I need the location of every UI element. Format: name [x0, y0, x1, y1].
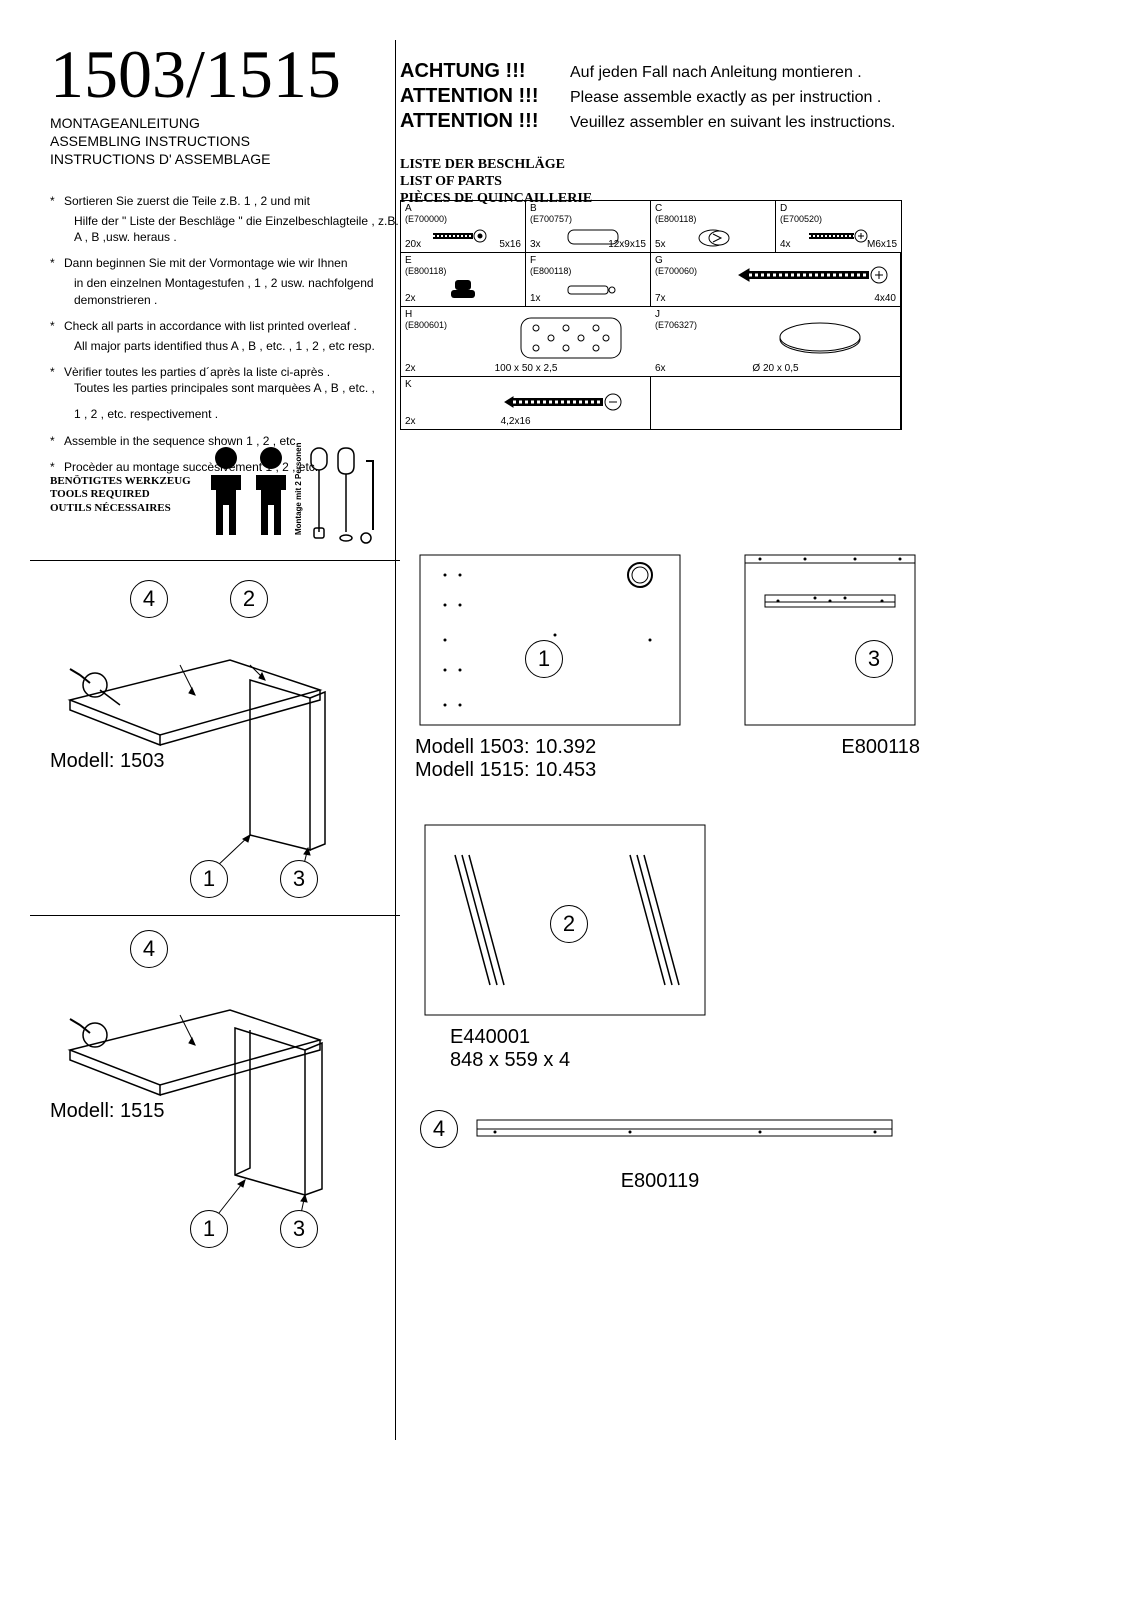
circled-1-a: 1 [190, 860, 228, 898]
screw-icon [428, 226, 498, 246]
instr-0: Sortieren Sie zuerst die Teile z.B. 1 , … [64, 193, 310, 209]
circled-1-b: 1 [190, 1210, 228, 1248]
panel-4: 4 E800119 [420, 1110, 900, 1193]
long-screw-icon [734, 263, 894, 287]
part-e: E (E800118) 2x [401, 253, 526, 307]
circled-4-b: 4 [130, 930, 168, 968]
circled-2: 2 [230, 580, 268, 618]
subtitle-de: MONTAGEANLEITUNG [50, 115, 200, 131]
model-1515-label: Modell: 1515 [50, 1100, 165, 1123]
circled-4-c: 4 [420, 1110, 458, 1148]
instr-0-sub: Hilfe der " Liste der Beschläge " die Ei… [74, 213, 400, 245]
part-g: G (E700060) 7x 4x40 [651, 253, 901, 307]
instr-1-sub: in den einzelnen Montagestufen , 1 , 2 u… [74, 275, 400, 307]
part-h: H (E800601) 2x 100 x 50 x 2,5 [401, 307, 651, 377]
instruction-list: *Sortieren Sie zuerst die Teile z.B. 1 ,… [50, 193, 400, 475]
circled-3-b: 3 [280, 1210, 318, 1248]
screw-k-icon [500, 389, 630, 415]
subtitle-en: ASSEMBLING INSTRUCTIONS [50, 133, 250, 149]
part-d: D (E700520) 4x M6x15 [776, 201, 901, 253]
panel-2-label: E440001 848 x 559 x 4 [450, 1026, 710, 1072]
part-f: F (E800118) 1x [526, 253, 651, 307]
fitting-icon [443, 276, 483, 302]
panel-3-label: E800118 [740, 736, 920, 759]
instr-2-sub: All major parts identified thus A , B , … [74, 338, 400, 354]
instr-4-sub: 1 , 2 , etc. respectivement . [74, 406, 400, 422]
circled-1-c: 1 [525, 640, 563, 678]
tools-icon: Montage mit 2 Personen [201, 440, 376, 550]
disc-icon [770, 319, 870, 359]
tools-required: BENÖTIGTES WERKZEUG TOOLS REQUIRED OUTIL… [50, 440, 400, 550]
attention-fr: ATTENTION !!! Veuillez assembler en suiv… [400, 110, 1080, 133]
instr-3: Vèrifier toutes les parties d´après la l… [64, 364, 330, 380]
panel-4-label: E800119 [420, 1170, 900, 1193]
circled-2-b: 2 [550, 905, 588, 943]
panel-3: 3 E800118 [740, 550, 920, 759]
circled-4: 4 [130, 580, 168, 618]
left-column: 1503/1515 MONTAGEANLEITUNG ASSEMBLING IN… [50, 40, 400, 479]
model-1503-box: 4 2 Modell: [50, 570, 380, 880]
document-title: 1503/1515 [50, 40, 400, 108]
panel-3-icon [740, 550, 920, 730]
page: 1503/1515 MONTAGEANLEITUNG ASSEMBLING IN… [0, 0, 1132, 1600]
plate-icon [511, 313, 631, 363]
panel-1-label: Modell 1503: 10.392 Modell 1515: 10.453 [415, 736, 685, 782]
part-a: A (E700000) 20x 5x16 [401, 201, 526, 253]
instr-3-sub: Toutes les parties principales sont marq… [74, 380, 400, 396]
tools-side-text: Montage mit 2 Personen [294, 442, 303, 535]
subtitle: MONTAGEANLEITUNG ASSEMBLING INSTRUCTIONS… [50, 114, 400, 169]
horizontal-divider-2 [30, 915, 400, 916]
right-column: ACHTUNG !!! Auf jeden Fall nach Anleitun… [400, 60, 1080, 207]
part-k: K 2x 4,2x16 [401, 377, 651, 429]
attention-de: ACHTUNG !!! Auf jeden Fall nach Anleitun… [400, 60, 1080, 83]
circled-3-a: 3 [280, 860, 318, 898]
part-c: C (E800118) 5x [651, 201, 776, 253]
attention-en: ATTENTION !!! Please assemble exactly as… [400, 85, 1080, 108]
parts-grid: A (E700000) 20x 5x16 B (E700757) 3x 12x9… [400, 200, 902, 430]
instr-1: Dann beginnen Sie mit der Vormontage wie… [64, 255, 348, 271]
part-j: J (E706327) 6x Ø 20 x 0,5 [651, 307, 901, 377]
cam-icon [683, 224, 743, 248]
panel-1: 1 Modell 1503: 10.392 Modell 1515: 10.45… [415, 550, 685, 782]
panel-2: 2 E440001 848 x 559 x 4 [420, 820, 710, 1072]
tools-heading: BENÖTIGTES WERKZEUG TOOLS REQUIRED OUTIL… [50, 475, 191, 515]
instr-2: Check all parts in accordance with list … [64, 318, 357, 334]
horizontal-divider-1 [30, 560, 400, 561]
part-empty [651, 377, 901, 429]
subtitle-fr: INSTRUCTIONS D' ASSEMBLAGE [50, 151, 271, 167]
part-b: B (E700757) 3x 12x9x15 [526, 201, 651, 253]
circled-3-c: 3 [855, 640, 893, 678]
model-1503-label: Modell: 1503 [50, 750, 165, 773]
attention-block: ACHTUNG !!! Auf jeden Fall nach Anleitun… [400, 60, 1080, 133]
connector-icon [558, 280, 618, 300]
model-1515-box: 4 Modell: 1515 1 3 [50, 920, 380, 1230]
panel-4-icon [475, 1110, 895, 1150]
